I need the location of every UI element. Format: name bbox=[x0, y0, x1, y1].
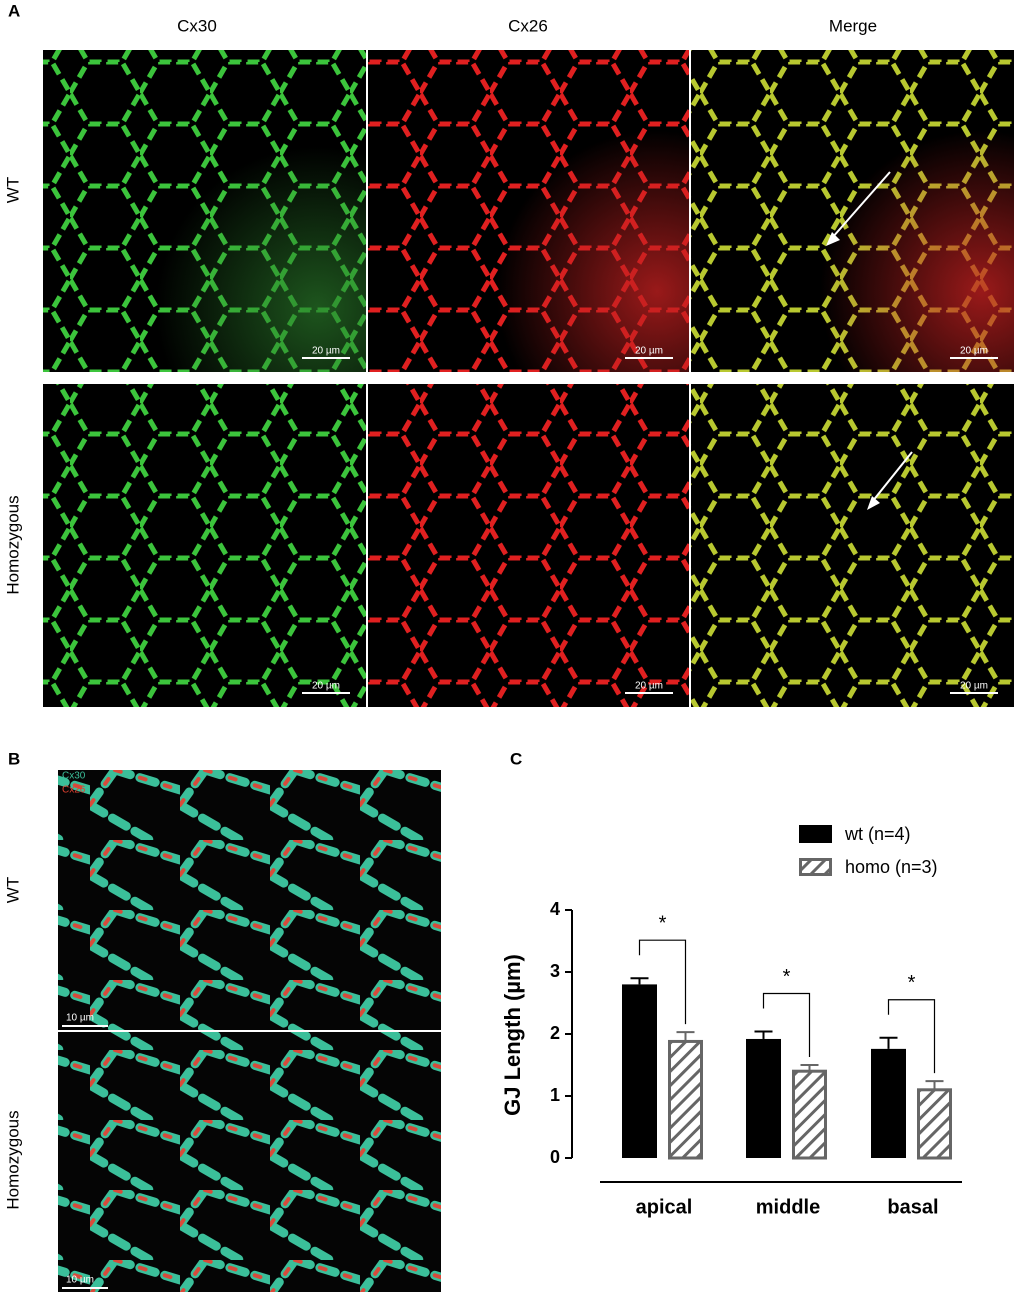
micrograph-glow bbox=[368, 50, 689, 372]
x-tick-label: middle bbox=[756, 1196, 820, 1218]
bar bbox=[668, 1039, 703, 1160]
scale-label: 10 µm bbox=[66, 1275, 94, 1286]
y-tick-label: 0 bbox=[550, 1147, 560, 1167]
legend-label: wt (n=4) bbox=[844, 824, 911, 844]
channel-label: Cx30 bbox=[62, 771, 86, 782]
scale-label: 20 µm bbox=[635, 346, 663, 357]
bar bbox=[746, 1038, 781, 1158]
significance-mark: * bbox=[659, 912, 667, 934]
row-label: Homozygous bbox=[3, 1110, 22, 1209]
x-tick-label: apical bbox=[636, 1196, 693, 1218]
bar bbox=[917, 1088, 952, 1160]
panel-b: B WT Homozygous Cx30 Cx26 10 µm 10 µm bbox=[3, 749, 441, 1292]
channel-label: Cx26 bbox=[62, 785, 86, 796]
rendering bbox=[58, 1032, 441, 1292]
rendering bbox=[58, 770, 441, 1030]
micrograph bbox=[43, 384, 366, 707]
bar bbox=[622, 984, 657, 1158]
significance-bracket bbox=[887, 999, 936, 1074]
panel-a: A Cx30 Cx26 Merge WT Homozygous bbox=[3, 1, 1014, 707]
arrow bbox=[831, 171, 891, 239]
legend-label: homo (n=3) bbox=[845, 857, 938, 877]
significance-bracket bbox=[762, 992, 811, 1057]
y-tick-label: 2 bbox=[550, 1023, 560, 1043]
arrow bbox=[871, 451, 913, 503]
bar bbox=[792, 1069, 827, 1160]
micrograph-glow bbox=[691, 50, 1014, 372]
micrograph-glow bbox=[43, 50, 366, 372]
scale-label: 20 µm bbox=[312, 681, 340, 692]
significance-mark: * bbox=[783, 966, 791, 988]
row-label: WT bbox=[3, 177, 22, 203]
significance-bracket bbox=[638, 939, 687, 1025]
scale-label: 20 µm bbox=[960, 681, 988, 692]
row-label: Homozygous bbox=[3, 495, 22, 594]
bar bbox=[871, 1048, 906, 1158]
panel-label: A bbox=[8, 1, 20, 20]
column-title: Cx30 bbox=[177, 16, 217, 35]
scale-label: 20 µm bbox=[312, 346, 340, 357]
panel-label: B bbox=[8, 749, 20, 768]
y-tick-label: 4 bbox=[550, 899, 560, 919]
y-tick-label: 3 bbox=[550, 961, 560, 981]
significance-mark: * bbox=[908, 972, 916, 994]
panel-label: C bbox=[510, 749, 522, 768]
column-title: Merge bbox=[829, 16, 877, 35]
micrograph bbox=[368, 384, 689, 707]
scale-label: 10 µm bbox=[66, 1013, 94, 1024]
x-tick-label: basal bbox=[887, 1196, 938, 1218]
arrowhead bbox=[867, 496, 880, 510]
panel-c: C GJ Length (µm) bbox=[500, 749, 525, 1115]
legend-swatch bbox=[799, 858, 832, 876]
scale-label: 20 µm bbox=[960, 346, 988, 357]
scale-label: 20 µm bbox=[635, 681, 663, 692]
row-label: WT bbox=[3, 877, 22, 903]
y-axis-label: GJ Length (µm) bbox=[500, 954, 525, 1116]
column-title: Cx26 bbox=[508, 16, 548, 35]
y-tick-label: 1 bbox=[550, 1085, 560, 1105]
micrograph bbox=[691, 384, 1014, 707]
legend-swatch bbox=[799, 825, 832, 843]
arrowhead bbox=[826, 232, 840, 246]
